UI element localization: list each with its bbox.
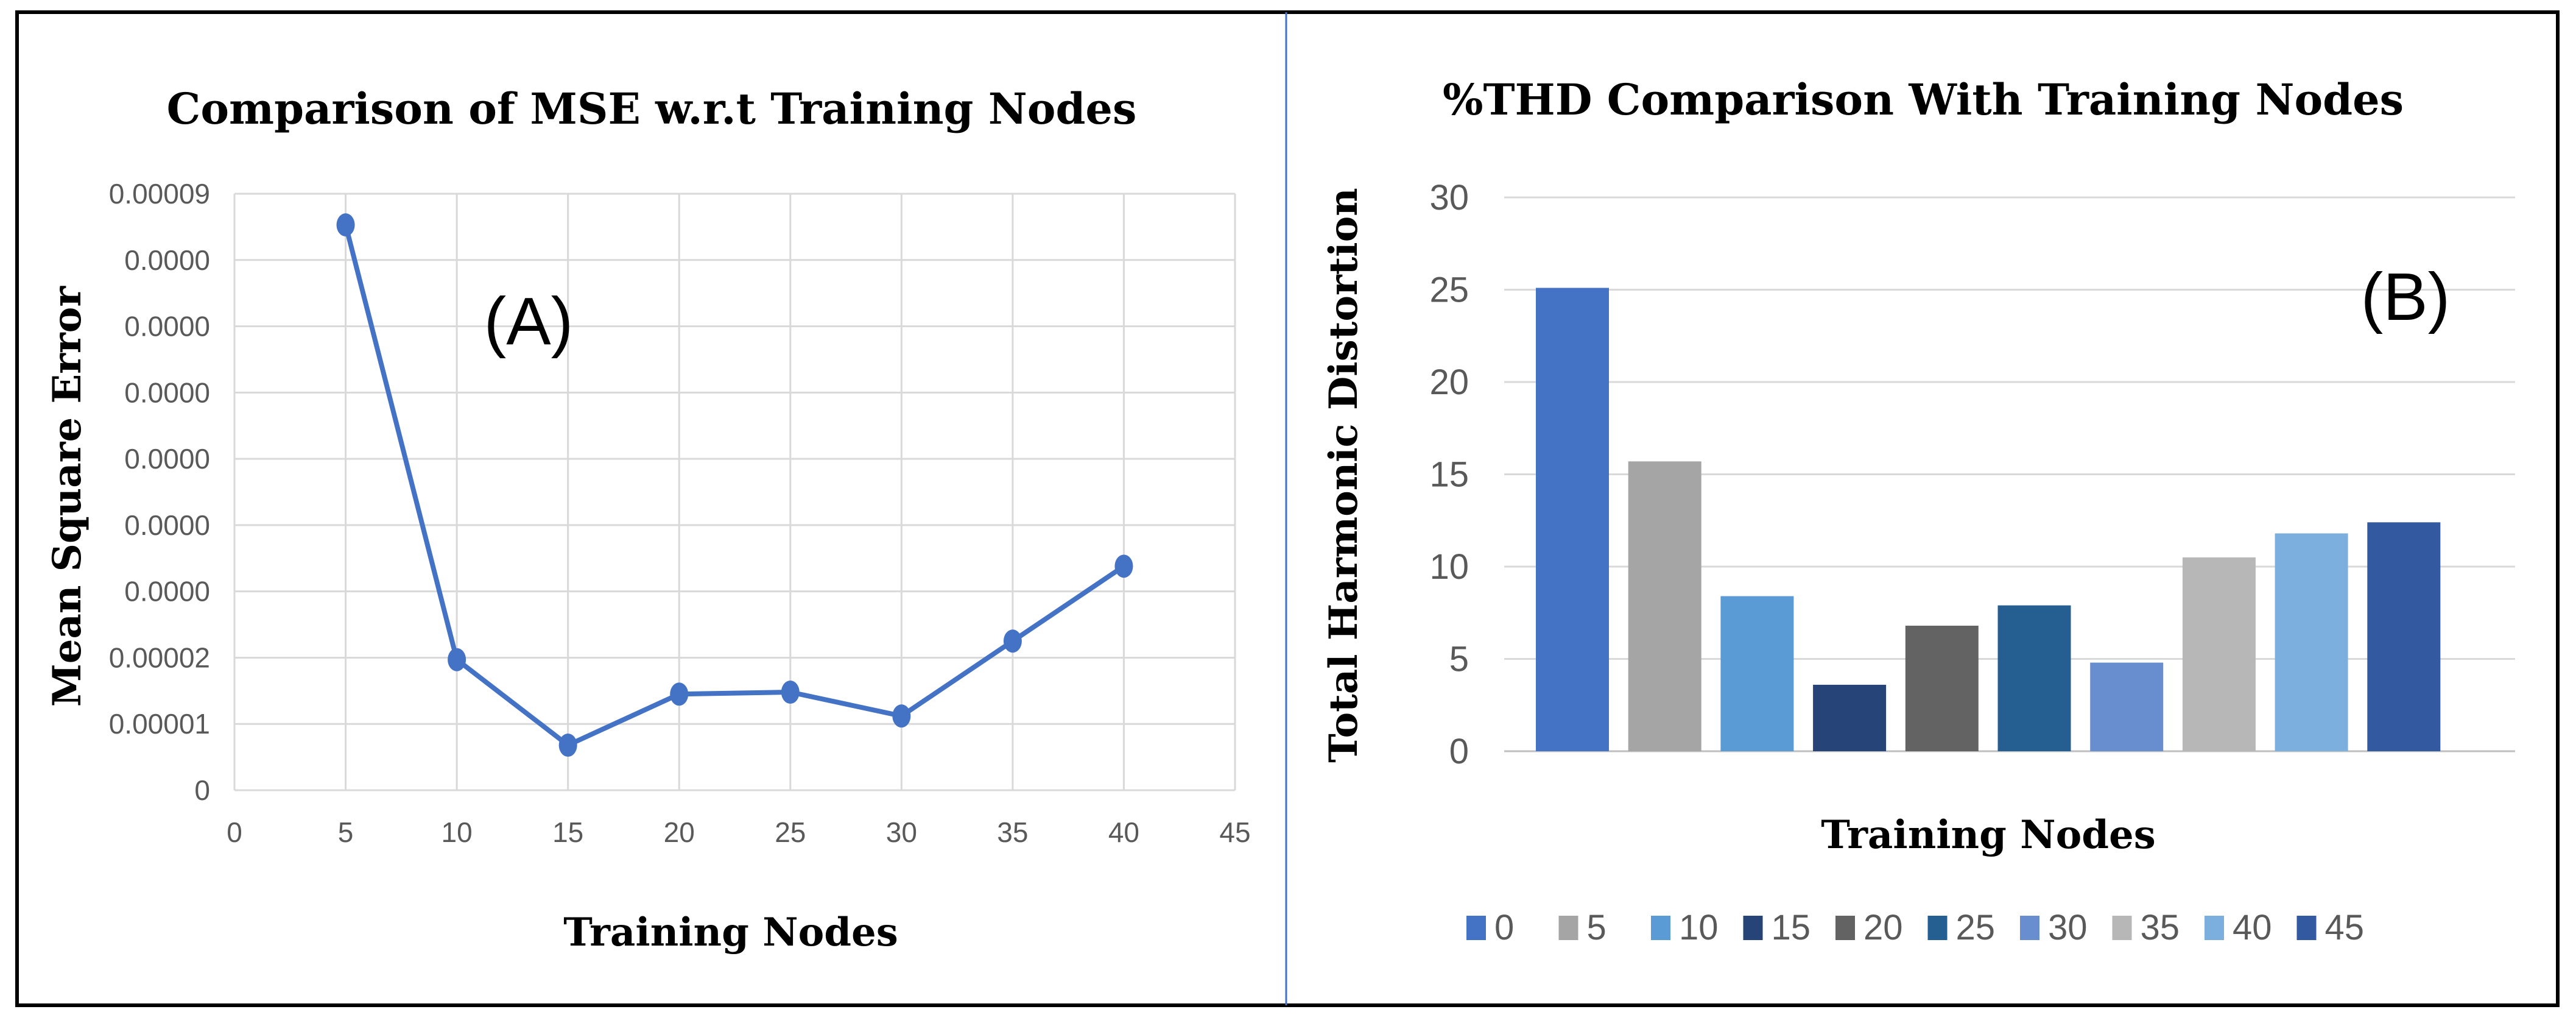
chart-b-legend-label: 40: [2233, 908, 2272, 947]
chart-b-legend-swatch: [1466, 916, 1486, 940]
chart-b-legend-label: 20: [1863, 908, 1903, 947]
chart-b-bar: [1628, 461, 1701, 751]
chart-a-gridlines: [233, 193, 1236, 791]
chart-a-x-tick-label: 10: [442, 816, 473, 848]
chart-a-data-point: [336, 213, 355, 237]
chart-b-bar: [2182, 557, 2256, 751]
chart-b-legend-swatch: [1927, 916, 1948, 940]
chart-a-y-tick-label: 0.0000: [124, 311, 210, 342]
chart-a-y-tick-label: 0.00009: [109, 178, 210, 210]
chart-b-title: %THD Comparison With Training Nodes: [1443, 74, 2404, 125]
chart-b-panel-label: (B): [2361, 260, 2451, 334]
chart-a-series-line: [343, 224, 1125, 748]
chart-b-legend-label: 10: [1679, 908, 1719, 947]
chart-b-legend-swatch: [1835, 916, 1855, 940]
chart-a-y-tick-label: 0.0000: [124, 443, 210, 475]
chart-a-x-tick-label: 25: [775, 816, 806, 848]
chart-a-series: [336, 213, 1133, 757]
chart-a-y-tick-label: 0.00002: [109, 642, 210, 673]
chart-b-bar: [2367, 522, 2441, 751]
chart-b-bar: [2275, 533, 2348, 751]
chart-b-legend-label: 15: [1772, 908, 1811, 947]
chart-b-bar: [1997, 605, 2071, 751]
chart-a-title: Comparison of MSE w.r.t Training Nodes: [167, 83, 1137, 134]
chart-a-panel-label: (A): [484, 284, 574, 359]
chart-b-x-axis-title: Training Nodes: [1821, 812, 2156, 858]
chart-b-legend-swatch: [2020, 916, 2039, 940]
chart-a-data-point: [448, 648, 466, 671]
chart-a-x-tick-label: 15: [552, 816, 583, 848]
chart-a-data-point: [892, 704, 911, 728]
chart-b-y-tick-label: 10: [1429, 547, 1469, 587]
chart-a-data-point: [558, 734, 577, 757]
chart-b-y-tick-label: 20: [1429, 363, 1469, 402]
chart-b-legend-swatch: [1558, 916, 1578, 940]
chart-b-legend-swatch: [2112, 916, 2132, 940]
chart-b-y-tick-label: 0: [1449, 732, 1469, 771]
panel-a-line-chart: Comparison of MSE w.r.t Training Nodes 0…: [44, 83, 1251, 955]
chart-a-x-tick-label: 0: [227, 816, 242, 848]
chart-a-data-point: [1114, 554, 1133, 578]
chart-b-legend-label: 35: [2141, 908, 2180, 947]
chart-a-y-tick-label: 0.0000: [124, 377, 210, 408]
chart-b-bar: [1720, 596, 1794, 751]
chart-b-legend-swatch: [2296, 916, 2317, 940]
figure-frame: [15, 10, 2560, 1007]
chart-b-y-tick-label: 15: [1429, 455, 1469, 495]
chart-a-x-tick-label: 30: [886, 816, 917, 848]
chart-a-x-tick-labels: 0 5 10 15 20 25 30 35 40 45: [227, 816, 1250, 848]
chart-a-x-tick-label: 35: [997, 816, 1028, 848]
chart-b-legend-swatch: [2205, 916, 2224, 940]
chart-a-y-axis-title: Mean Square Error: [44, 286, 90, 707]
chart-a-data-point: [781, 681, 800, 704]
chart-b-legend-label: 45: [2325, 908, 2365, 947]
chart-a-x-axis-title: Training Nodes: [563, 910, 898, 955]
chart-a-x-tick-label: 20: [664, 816, 695, 848]
chart-b-bar: [1905, 625, 1979, 751]
chart-a-y-tick-label: 0.0000: [124, 576, 210, 607]
chart-b-y-tick-labels: 0 5 10 15 20 25 30: [1429, 178, 1469, 771]
chart-a-y-tick-label: 0.0000: [124, 244, 210, 276]
chart-b-y-tick-label: 30: [1429, 178, 1469, 218]
chart-a-y-tick-label: 0.0000: [124, 509, 210, 541]
chart-b-y-tick-label: 25: [1429, 271, 1469, 310]
chart-a-y-tick-label: 0: [194, 774, 210, 806]
chart-b-y-axis-title: Total Harmonic Distortion: [1321, 188, 1367, 763]
chart-a-data-point: [1003, 629, 1022, 653]
chart-a-x-tick-label: 5: [338, 816, 354, 848]
panel-b-bar-chart: %THD Comparison With Training Nodes 0 5 10…: [1321, 74, 2515, 947]
chart-b-legend-label: 25: [1956, 908, 1996, 947]
chart-b-bar: [1813, 684, 1887, 751]
chart-a-x-tick-label: 45: [1219, 816, 1250, 848]
chart-b-legend-swatch: [1651, 916, 1670, 940]
chart-b-bars: [1536, 288, 2441, 752]
chart-b-legend-label: 30: [2048, 908, 2088, 947]
chart-b-legend-label: 0: [1494, 908, 1514, 947]
chart-a-x-tick-label: 40: [1108, 816, 1139, 848]
chart-b-legend-swatch: [1743, 916, 1763, 940]
chart-b-legend: 0 5 10 15 20 25 30 35 40 45: [1466, 908, 2364, 947]
chart-b-bar: [1536, 288, 1609, 752]
chart-a-y-tick-labels: 0 0.00001 0.00002 0.0000 0.0000 0.0000 0.0000 0…: [109, 178, 210, 806]
chart-a-data-point: [670, 682, 689, 706]
chart-b-bar: [2090, 662, 2164, 751]
chart-a-y-tick-label: 0.00001: [109, 708, 210, 740]
chart-b-y-tick-label: 5: [1449, 640, 1469, 679]
chart-b-legend-label: 5: [1587, 908, 1606, 947]
